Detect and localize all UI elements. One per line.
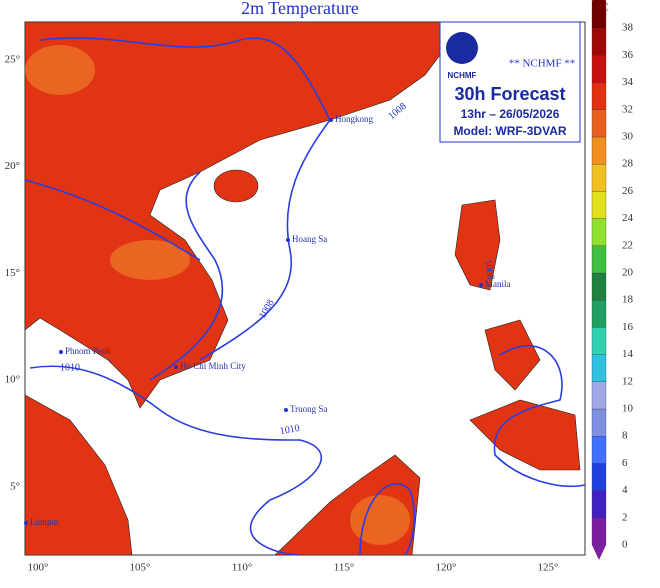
colorbar-tick-label: 36 (622, 49, 634, 61)
map-title: 2m Temperature (241, 0, 359, 18)
colorbar-tick-label: 0 (622, 539, 628, 551)
colorbar-swatch (591, 218, 607, 246)
colorbar-swatch (591, 354, 607, 382)
lat-label: 15° (5, 267, 20, 279)
colorbar-tick-label: 24 (622, 212, 634, 224)
place-label: Ho Chi Minh City (180, 361, 246, 371)
colorbar-tick-label: 2 (622, 511, 628, 523)
lat-label: 25° (5, 54, 20, 66)
colorbar-arrow-low (592, 545, 606, 560)
isobar (39, 37, 331, 121)
colorbar-tick-label: 14 (622, 348, 634, 360)
contour-label: 1010 (60, 362, 80, 373)
lon-label: 120° (436, 562, 457, 574)
colorbar-swatch (591, 300, 607, 328)
colorbar-swatch (591, 0, 607, 29)
colorbar-tick-label: 4 (622, 484, 628, 496)
isobar (199, 119, 331, 361)
mindanao (469, 399, 581, 471)
patch (350, 495, 410, 545)
forecast-time: 13hr – 26/05/2026 (461, 107, 560, 121)
lon-label: 125° (538, 562, 559, 574)
lon-label: 115° (334, 562, 355, 574)
lat-label: 10° (5, 374, 20, 386)
colorbar-tick-label: 6 (622, 457, 628, 469)
colorbar-swatch (591, 436, 607, 464)
place-label: Phnom Penh (65, 346, 111, 356)
colorbar-swatch (591, 136, 607, 165)
colorbar-tick-label: 34 (622, 76, 634, 88)
colorbar-tick-label: 12 (622, 375, 633, 387)
colorbar-tick-label: 18 (622, 294, 634, 306)
place-dot (24, 521, 28, 525)
colorbar-swatch (591, 191, 607, 219)
lon-label: 110° (232, 562, 253, 574)
logo-text: NCHMF (448, 71, 477, 80)
agency-banner: ** NCHMF ** (509, 58, 576, 70)
isobar (24, 179, 201, 261)
lat-label: 20° (5, 160, 20, 172)
colorbar-swatch (591, 109, 607, 138)
isobars (24, 37, 586, 556)
place-dot (286, 238, 290, 242)
colorbar-swatch (591, 82, 607, 110)
colorbar-swatch (591, 463, 607, 491)
malay-peninsula (24, 394, 133, 556)
contour-label: 1010 (279, 423, 301, 437)
colorbar-arrow-high (592, 0, 606, 1)
lon-label: 100° (28, 562, 49, 574)
place-dot (174, 365, 178, 369)
patch (25, 45, 95, 95)
colorbar-swatch (591, 327, 607, 355)
forecast-label: 30h Forecast (454, 84, 565, 104)
luzon (454, 199, 501, 291)
hainan (213, 169, 259, 203)
colorbar-tick-label: 16 (622, 321, 634, 333)
place-dot (479, 283, 483, 287)
place-label: Hoang Sa (292, 234, 327, 244)
colorbar-swatch (591, 408, 607, 437)
isobar (493, 345, 586, 488)
colorbar-tick-label: 26 (622, 185, 634, 197)
colorbar-swatch (591, 272, 607, 301)
visayas (484, 319, 541, 391)
isobar (149, 171, 224, 381)
place-dot (329, 118, 333, 122)
colorbar-tick-label: 10 (622, 403, 634, 415)
isobar (359, 483, 416, 556)
colorbar-tick-label: 28 (622, 158, 634, 170)
colorbar-swatch (591, 245, 607, 274)
colorbar-swatch (591, 164, 607, 192)
colorbar-swatch (591, 55, 607, 83)
place-label: Lumpur (30, 517, 59, 527)
colorbar-tick-label: 32 (622, 103, 633, 115)
place-label: Manila (485, 279, 511, 289)
colorbar-swatch (591, 381, 607, 410)
place-label: Truong Sa (290, 404, 327, 414)
colorbar-swatch (591, 517, 607, 546)
colorbar-swatch (591, 28, 607, 56)
colorbar-tick-label: 30 (622, 131, 634, 143)
colorbar-swatch (591, 490, 607, 518)
lat-label: 5° (10, 480, 20, 492)
contour-label: 1008 (482, 259, 496, 281)
model-label: Model: WRF-3DVAR (453, 124, 566, 138)
colorbar-tick-label: 8 (622, 430, 628, 442)
colorbar-tick-label: 20 (622, 267, 634, 279)
place-dot (59, 350, 63, 354)
logo (446, 32, 478, 64)
place-label: Hongkong (335, 114, 373, 124)
place-dot (284, 408, 288, 412)
lon-label: 105° (130, 562, 151, 574)
colorbar-tick-label: 22 (622, 239, 633, 251)
colorbar-tick-label: 38 (622, 22, 634, 34)
patch (110, 240, 190, 280)
warm-patches (25, 45, 410, 545)
isobar (29, 365, 322, 556)
